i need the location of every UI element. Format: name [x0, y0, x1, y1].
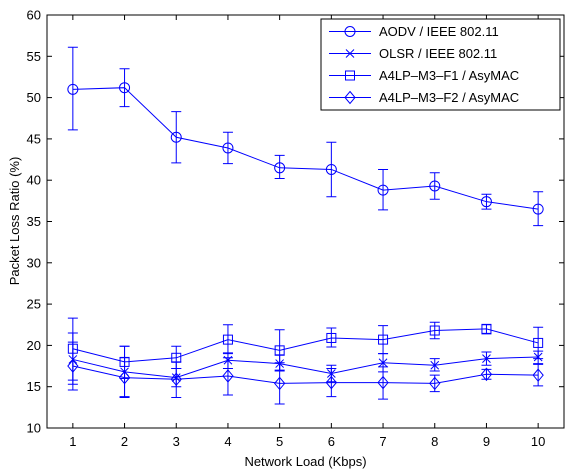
legend-box: [320, 18, 561, 111]
legend-marker: [344, 26, 356, 37]
legend-label: A4LP–M3–F2 / AsyMAC: [379, 90, 519, 105]
y-tick-label: 50: [27, 90, 41, 105]
x-tick-label: 9: [483, 434, 490, 449]
x-tick-label: 8: [431, 434, 438, 449]
legend-label: A4LP–M3–F1 / AsyMAC: [379, 68, 519, 83]
y-tick-label: 60: [27, 8, 41, 23]
y-tick-label: 15: [27, 379, 41, 394]
error-bar: [274, 154, 285, 180]
data-point: [429, 180, 441, 192]
series-circle: [67, 46, 544, 227]
series-line: [72, 356, 539, 379]
y-tick-label: 40: [27, 173, 41, 188]
data-point: [325, 375, 338, 390]
y-axis-label: Packet Loss Ratio (%): [7, 157, 22, 286]
y-tick-label: 55: [27, 49, 41, 64]
legend-label: OLSR / IEEE 802.11: [379, 46, 497, 61]
y-tick-label: 10: [27, 421, 41, 436]
plot-frame: [46, 14, 565, 429]
legend-marker: [344, 90, 356, 105]
x-tick-label: 7: [379, 434, 386, 449]
x-tick-label: 3: [173, 434, 180, 449]
legend: AODV / IEEE 802.11 OLSR / IEEE 802.11 A4LP…: [320, 18, 561, 111]
data-point: [480, 367, 493, 382]
x-tick-label: 1: [69, 434, 76, 449]
x-tick-label: 2: [121, 434, 128, 449]
data-point: [222, 142, 234, 154]
y-tick-label: 20: [27, 338, 41, 353]
x-tick-label: 6: [328, 434, 335, 449]
data-point: [377, 184, 389, 196]
data-point: [429, 325, 440, 336]
data-point: [482, 354, 491, 363]
legend-marker: [345, 70, 355, 81]
data-point: [273, 376, 286, 391]
data-point: [67, 359, 79, 373]
y-tick-label: 35: [27, 214, 41, 229]
data-point: [67, 83, 79, 95]
data-point: [170, 131, 182, 143]
data-point: [532, 203, 544, 215]
data-point: [222, 334, 233, 345]
x-tick-label: 10: [531, 434, 545, 449]
legend-marker: [345, 49, 355, 58]
error-bar: [67, 46, 78, 131]
data-point: [532, 368, 544, 382]
data-point: [170, 372, 182, 387]
x-tick-label: 4: [224, 434, 231, 449]
x-tick-label: 5: [276, 434, 283, 449]
data-point: [325, 163, 337, 175]
data-point: [378, 334, 389, 345]
y-tick-label: 25: [27, 297, 41, 312]
legend-label: AODV / IEEE 802.11: [379, 24, 499, 39]
data-point: [480, 196, 492, 208]
series-line: [72, 328, 539, 363]
data-point: [222, 369, 234, 383]
data-point: [119, 82, 131, 94]
data-point: [118, 370, 131, 385]
y-tick-label: 30: [27, 255, 41, 270]
data-point: [481, 323, 492, 334]
data-point: [377, 375, 389, 390]
series-square: [67, 317, 544, 381]
x-axis-label: Network Load (Kbps): [244, 454, 366, 469]
data-point: [274, 345, 285, 356]
data-point: [430, 360, 440, 370]
series-diamond: [67, 341, 544, 405]
series-line: [72, 365, 539, 384]
y-tick-label: 45: [27, 131, 41, 146]
data-point: [533, 337, 544, 348]
data-point: [274, 162, 286, 174]
chart-marks: [67, 46, 544, 405]
data-point: [378, 358, 388, 368]
data-point: [326, 332, 337, 343]
series-line: [72, 87, 539, 210]
data-point: [429, 376, 441, 391]
